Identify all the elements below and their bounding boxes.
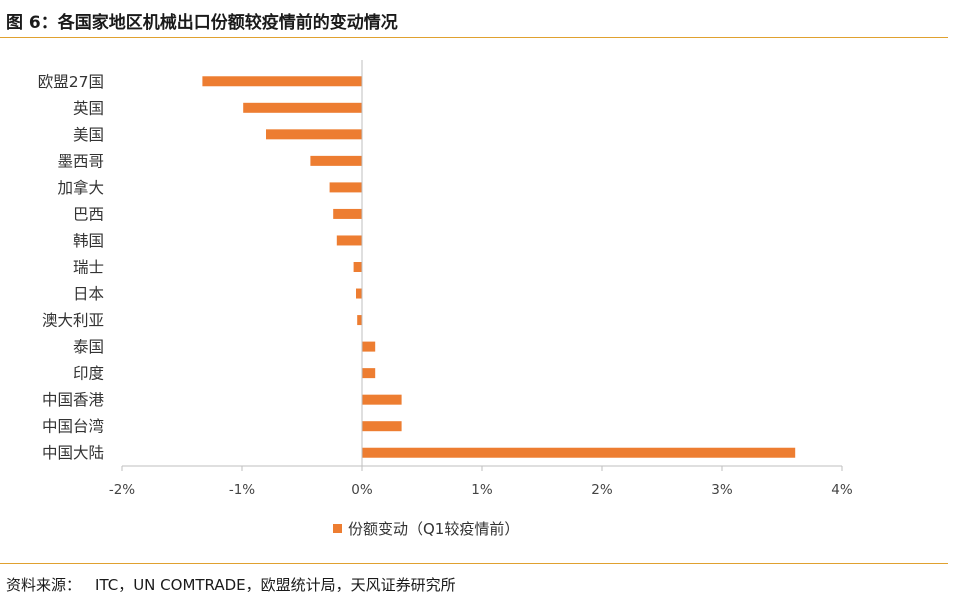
category-label-0: 欧盟27国 bbox=[38, 73, 104, 91]
x-tick-label-6: 4% bbox=[831, 482, 853, 498]
category-label-6: 韩国 bbox=[73, 232, 104, 250]
source-note: 资料来源： ITC，UN COMTRADE，欧盟统计局，天风证券研究所 bbox=[6, 574, 456, 595]
legend-label: 份额变动（Q1较疫情前） bbox=[348, 520, 520, 538]
bar-5 bbox=[333, 208, 362, 219]
legend: 份额变动（Q1较疫情前） bbox=[333, 518, 519, 539]
bar-12 bbox=[362, 394, 402, 405]
bar-4 bbox=[329, 182, 362, 193]
bar-6 bbox=[336, 235, 362, 246]
bar-10 bbox=[362, 341, 376, 352]
category-label-8: 日本 bbox=[73, 285, 104, 303]
chart-title: 图 6：各国家地区机械出口份额较疫情前的变动情况 bbox=[6, 13, 398, 33]
category-label-14: 中国大陆 bbox=[42, 444, 104, 462]
bar-series bbox=[202, 76, 796, 458]
bar-1 bbox=[243, 102, 362, 113]
category-label-3: 墨西哥 bbox=[57, 152, 104, 170]
category-label-4: 加拿大 bbox=[57, 178, 104, 197]
category-label-2: 美国 bbox=[73, 126, 104, 144]
category-label-7: 瑞士 bbox=[73, 259, 104, 277]
bar-3 bbox=[310, 155, 362, 166]
x-tick-label-3: 1% bbox=[471, 482, 493, 498]
source-label: 资料来源： bbox=[6, 576, 82, 594]
x-tick-label-5: 3% bbox=[711, 482, 733, 498]
category-labels: 欧盟27国英国美国墨西哥加拿大巴西韩国瑞士日本澳大利亚泰国印度中国香港中国台湾中… bbox=[38, 73, 105, 462]
category-label-9: 澳大利亚 bbox=[42, 312, 104, 330]
category-label-11: 印度 bbox=[73, 365, 104, 383]
footer-divider bbox=[0, 563, 948, 564]
source-text: ITC，UN COMTRADE，欧盟统计局，天风证券研究所 bbox=[95, 576, 456, 594]
category-label-13: 中国台湾 bbox=[42, 418, 104, 436]
bar-8 bbox=[356, 288, 362, 299]
bar-14 bbox=[362, 447, 796, 458]
title-divider bbox=[0, 37, 948, 38]
x-tick-labels: -2% -1% 0% 1% 2% 3% 4% bbox=[109, 482, 853, 498]
category-label-12: 中国香港 bbox=[42, 391, 105, 409]
bar-11 bbox=[362, 368, 376, 379]
bar-13 bbox=[362, 421, 402, 432]
bar-2 bbox=[266, 129, 362, 140]
category-label-10: 泰国 bbox=[73, 338, 104, 356]
bar-0 bbox=[202, 76, 362, 87]
x-tick-label-4: 2% bbox=[591, 482, 613, 498]
x-tick-label-1: -1% bbox=[229, 482, 255, 498]
x-axis bbox=[121, 60, 843, 471]
x-tick-label-2: 0% bbox=[351, 482, 373, 498]
legend-swatch bbox=[333, 524, 342, 533]
category-label-1: 英国 bbox=[73, 99, 104, 117]
bar-7 bbox=[353, 262, 362, 272]
bar-9 bbox=[357, 315, 362, 326]
x-tick-label-0: -2% bbox=[109, 482, 135, 498]
category-label-5: 巴西 bbox=[73, 205, 104, 223]
